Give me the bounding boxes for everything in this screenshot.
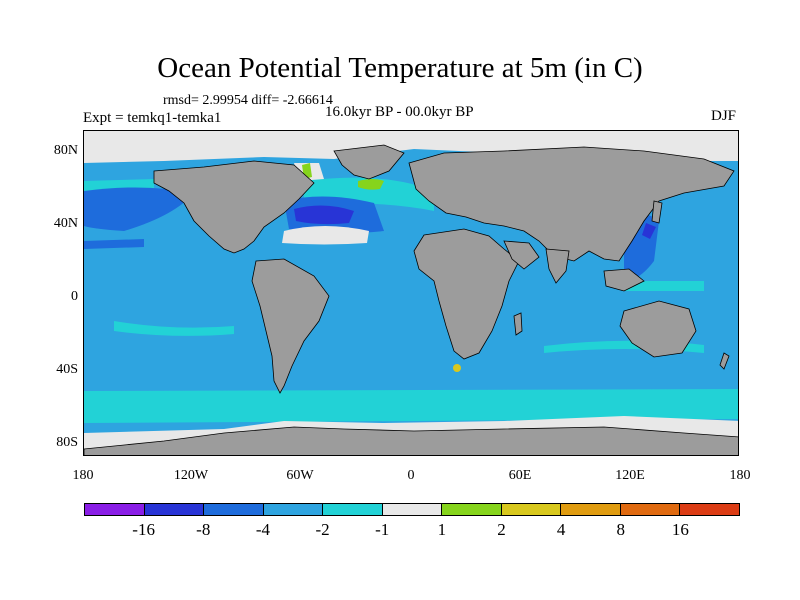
india xyxy=(545,248,570,284)
colorbar-tick-label: 8 xyxy=(616,520,625,539)
lat-label-0: 0 xyxy=(71,289,78,304)
lat-label-80n: 80N xyxy=(53,143,78,158)
colorbar-tick-label: -1 xyxy=(375,520,390,539)
antarctica xyxy=(84,426,738,455)
colorbar-tick-label: -4 xyxy=(255,520,270,539)
lat-label-80s: 80S xyxy=(56,435,78,450)
lon-label-120w: 120W xyxy=(173,468,209,483)
colorbar xyxy=(84,503,740,516)
colorbar-tick-label: 1 xyxy=(437,520,447,539)
colorbar-swatch xyxy=(501,504,562,515)
land-masses xyxy=(84,144,738,455)
colorbar-swatch xyxy=(204,504,264,515)
map-title: Ocean Potential Temperature at 5m (in C) xyxy=(157,52,643,84)
new-zealand xyxy=(719,352,730,370)
season-label: DJF xyxy=(711,108,737,124)
lon-label-60e: 60E xyxy=(508,468,532,483)
lon-label-0: 0 xyxy=(407,468,415,483)
australia xyxy=(619,300,697,358)
experiment-label: Expt = temkq1-temka1 xyxy=(83,110,222,126)
colorbar-tick-label: 16 xyxy=(671,520,689,539)
colorbar-swatch xyxy=(263,504,324,515)
lat-label-40s: 40S xyxy=(56,362,78,377)
lon-label-180e: 180 xyxy=(729,468,751,483)
colorbar-swatch xyxy=(382,504,443,515)
colorbar-swatch xyxy=(144,504,205,515)
japan xyxy=(651,200,663,224)
lon-label-60w: 60W xyxy=(286,468,314,483)
colorbar-swatch xyxy=(442,504,502,515)
greenland xyxy=(333,144,405,180)
eurasia xyxy=(408,146,735,262)
north-america xyxy=(153,160,315,254)
colorbar-swatch xyxy=(85,504,145,515)
stats-label: rmsd= 2.99954 diff= -2.66614 xyxy=(163,93,333,108)
colorbar-tick-label: -8 xyxy=(196,520,211,539)
lon-label-180w: 180 xyxy=(72,468,94,483)
colorbar-tick-label: 4 xyxy=(556,520,566,539)
colorbar-tick-label: -16 xyxy=(132,520,155,539)
lat-label-40n: 40N xyxy=(53,216,78,231)
lon-label-120e: 120E xyxy=(615,468,645,483)
africa xyxy=(413,228,520,360)
map-panel xyxy=(83,130,739,456)
colorbar-tick-label: -2 xyxy=(315,520,330,539)
cool-anomaly-strong xyxy=(294,205,656,239)
period-label: 16.0kyr BP - 00.0kyr BP xyxy=(325,104,474,120)
warm-anomaly-yellow xyxy=(453,364,461,372)
world-map xyxy=(84,131,738,455)
colorbar-swatch xyxy=(680,504,740,515)
colorbar-swatch xyxy=(620,504,681,515)
colorbar-swatch xyxy=(561,504,621,515)
arabia xyxy=(503,240,540,270)
madagascar xyxy=(513,312,523,336)
colorbar-swatch xyxy=(323,504,383,515)
south-america xyxy=(251,258,330,394)
colorbar-tick-label: 2 xyxy=(497,520,506,539)
maritime-continent xyxy=(603,268,645,292)
